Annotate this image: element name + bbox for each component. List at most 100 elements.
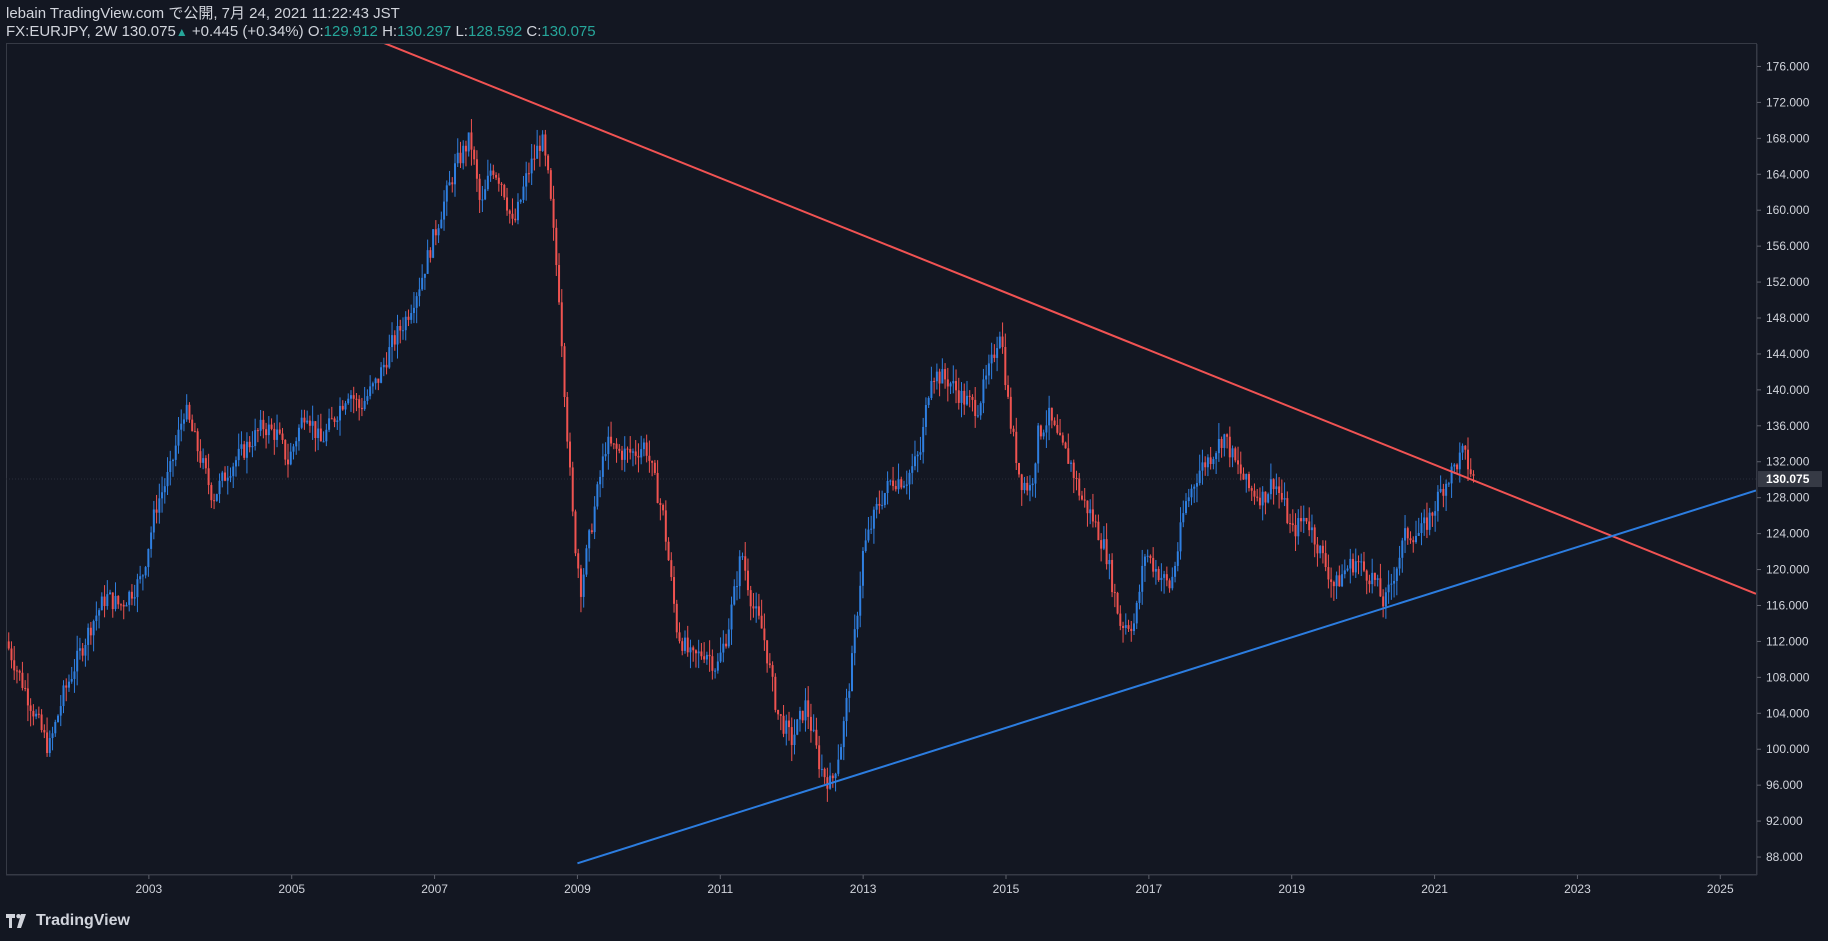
candle-body — [678, 632, 681, 642]
candle-body — [256, 430, 259, 432]
candle-body — [1075, 477, 1078, 479]
candle-body — [1215, 453, 1218, 460]
candle-body — [459, 152, 462, 164]
candle-body — [106, 594, 109, 607]
candle-body — [790, 727, 793, 746]
candle-body — [1253, 490, 1256, 497]
candle-body — [103, 596, 106, 607]
candle-body — [1226, 434, 1229, 437]
candle-body — [1105, 539, 1108, 565]
candle-body — [1080, 495, 1083, 500]
candle-body — [1190, 488, 1193, 498]
candle-body — [1201, 462, 1204, 471]
candle-body — [37, 713, 40, 715]
candle-body — [1028, 485, 1031, 491]
candle-body — [1414, 535, 1417, 543]
candle-body — [1171, 576, 1174, 589]
candle-body — [1390, 583, 1393, 585]
candle-body — [960, 390, 963, 403]
candle-body — [111, 592, 114, 610]
candle-body — [1239, 464, 1242, 474]
candle-body — [990, 354, 993, 364]
candle-body — [15, 670, 18, 672]
candle-body — [1327, 567, 1330, 580]
candle-body — [1245, 474, 1248, 480]
candle-body — [968, 395, 971, 398]
candle-body — [1256, 496, 1259, 498]
candle-body — [1450, 466, 1453, 484]
candle-body — [974, 399, 977, 416]
candle-body — [1357, 561, 1360, 563]
y-tick-label: 156.000 — [1766, 239, 1810, 253]
candle-body — [875, 503, 878, 510]
last-price-badge — [1758, 471, 1822, 488]
candle-body — [697, 651, 700, 654]
candle-body — [856, 615, 859, 630]
candle-body — [163, 486, 166, 493]
symbol-label[interactable]: FX:EURJPY, 2W — [6, 23, 118, 40]
candle-body — [612, 443, 615, 445]
candle-body — [150, 532, 153, 549]
candle-body — [65, 685, 68, 688]
y-tick-label: 144.000 — [1766, 347, 1810, 361]
candle-body — [215, 494, 218, 501]
candle-body — [191, 419, 194, 432]
candle-body — [1220, 438, 1223, 448]
candle-body — [867, 529, 870, 541]
candle-body — [1434, 511, 1437, 516]
candle-body — [1100, 540, 1103, 549]
candle-body — [593, 506, 596, 533]
candle-body — [689, 647, 692, 653]
candle-body — [618, 448, 621, 451]
candle-body — [401, 330, 404, 332]
candle-body — [1330, 579, 1333, 582]
candle-body — [276, 429, 279, 440]
candle-body — [651, 460, 654, 463]
y-tick-label: 160.000 — [1766, 203, 1810, 217]
candle-body — [1102, 539, 1105, 549]
candle-body — [1223, 434, 1226, 448]
candle-body — [51, 733, 54, 739]
candle-body — [144, 567, 147, 576]
candle-body — [1275, 486, 1278, 490]
candle-body — [166, 471, 169, 487]
candle-body — [432, 229, 435, 258]
candle-body — [426, 250, 429, 274]
candle-body — [7, 641, 10, 649]
tradingview-brand[interactable]: TradingView — [6, 912, 130, 930]
candle-body — [530, 158, 533, 174]
candle-body — [1338, 575, 1341, 587]
candle-body — [1384, 592, 1387, 607]
candle-body — [456, 152, 459, 164]
candle-body — [1436, 491, 1439, 512]
candle-body — [730, 604, 733, 630]
candle-body — [1305, 517, 1308, 522]
candle-body — [57, 715, 60, 722]
candle-body — [1398, 557, 1401, 569]
candle-body — [519, 199, 522, 202]
candle-body — [683, 637, 686, 651]
candle-body — [1228, 436, 1231, 458]
candle-body — [1365, 570, 1368, 581]
candle-body — [122, 604, 125, 607]
up-arrow-icon: ▲ — [175, 25, 188, 39]
candle-body — [54, 721, 57, 734]
candle-body — [506, 197, 509, 211]
candle-body — [944, 369, 947, 380]
candle-body — [1346, 568, 1349, 571]
candle-body — [741, 556, 744, 558]
candle-body — [596, 484, 599, 507]
y-tick-label: 96.000 — [1766, 778, 1803, 792]
open-value: 129.912 — [323, 23, 378, 40]
candle-body — [1425, 517, 1428, 530]
candle-body — [259, 419, 262, 431]
candle-body — [204, 458, 207, 469]
candle-body — [1393, 580, 1396, 584]
candle-body — [147, 548, 150, 568]
candle-body — [585, 548, 588, 575]
candle-body — [46, 732, 49, 754]
candle-body — [971, 397, 974, 400]
candle-body — [560, 302, 563, 347]
candle-body — [911, 466, 914, 473]
